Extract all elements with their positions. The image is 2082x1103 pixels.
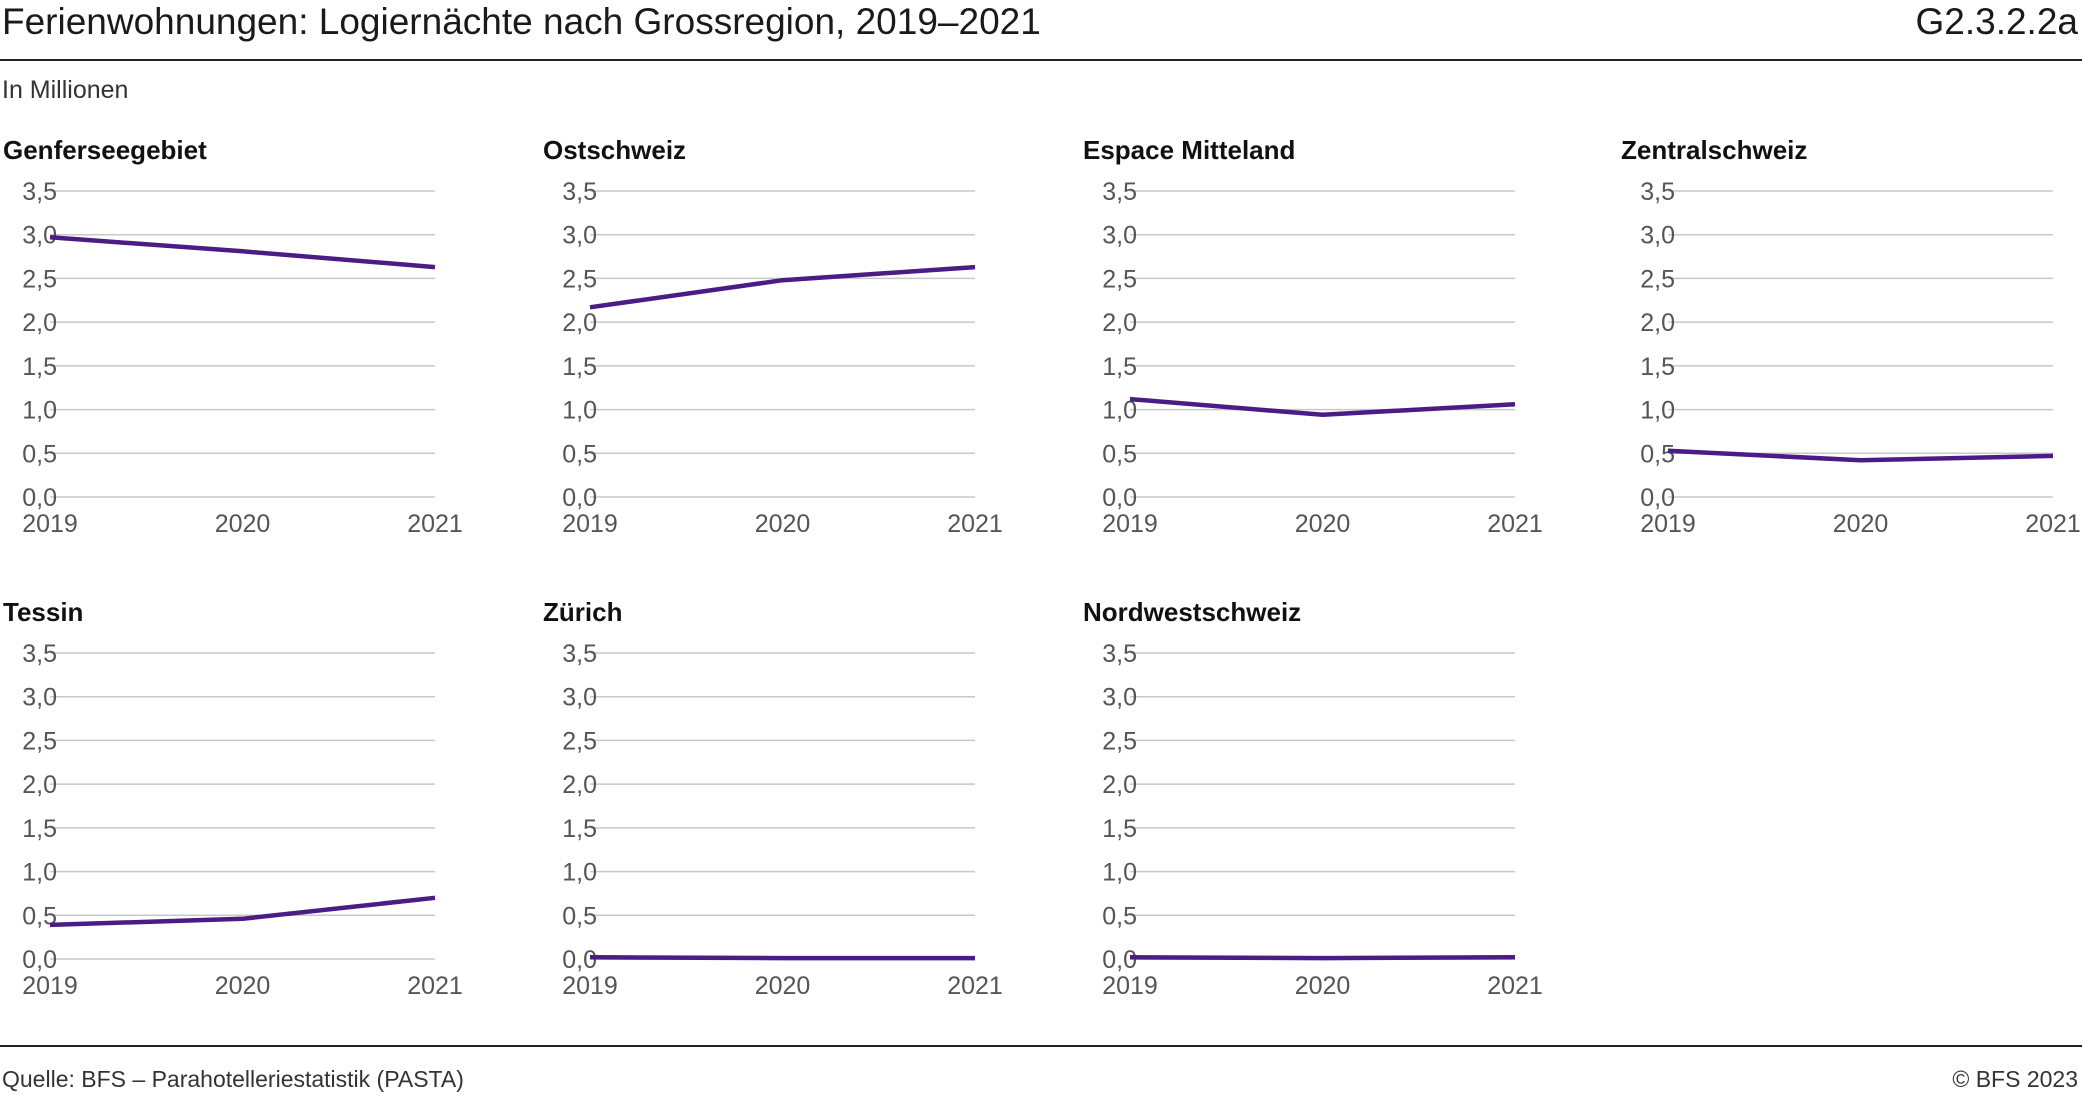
y-tick-label: 3,5 <box>562 640 597 668</box>
y-tick-label: 2,0 <box>1102 309 1137 337</box>
y-tick-label: 1,5 <box>22 353 57 381</box>
series-line <box>1129 396 1516 418</box>
y-tick-label: 1,0 <box>22 397 57 425</box>
y-tick-label: 2,0 <box>1640 309 1675 337</box>
y-tick-label: 1,0 <box>562 859 597 887</box>
y-tick-label: 2,5 <box>22 727 57 755</box>
y-tick-label: 3,0 <box>22 684 57 712</box>
x-tick-label: 2019 <box>562 510 618 538</box>
y-tick-label: 0,5 <box>562 440 597 468</box>
y-tick-label: 3,5 <box>1640 178 1675 206</box>
y-tick-label: 2,5 <box>22 265 57 293</box>
x-tick-label: 2019 <box>1102 510 1158 538</box>
x-tick-label: 2020 <box>755 972 811 1000</box>
y-tick-label: 2,0 <box>22 309 57 337</box>
y-tick-label: 3,5 <box>1102 178 1137 206</box>
y-tick-label: 3,5 <box>22 640 57 668</box>
panel-title: Espace Mitteland <box>1083 135 1295 165</box>
y-tick-label: 3,0 <box>562 222 597 250</box>
page-title: Ferienwohnungen: Logiernächte nach Gross… <box>2 1 1041 42</box>
y-tick-label: 0,5 <box>1102 902 1137 930</box>
y-tick-label: 3,0 <box>1102 684 1137 712</box>
x-tick-label: 2020 <box>1295 972 1351 1000</box>
x-tick-label: 2019 <box>562 972 618 1000</box>
panel-title: Genferseegebiet <box>3 135 207 165</box>
y-tick-label: 2,0 <box>562 309 597 337</box>
y-tick-label: 2,5 <box>562 727 597 755</box>
y-tick-label: 3,5 <box>22 178 57 206</box>
x-tick-label: 2020 <box>755 510 811 538</box>
series-line <box>1129 955 1516 961</box>
x-tick-label: 2021 <box>2025 510 2081 538</box>
y-tick-label: 0,0 <box>562 946 597 974</box>
x-tick-label: 2019 <box>1640 510 1696 538</box>
series-line <box>589 264 976 310</box>
x-tick-label: 2019 <box>1102 972 1158 1000</box>
x-tick-label: 2021 <box>1487 972 1543 1000</box>
panel-title: Zürich <box>543 597 622 627</box>
y-tick-label: 3,5 <box>562 178 597 206</box>
y-tick-label: 1,0 <box>1102 859 1137 887</box>
y-tick-label: 3,5 <box>1102 640 1137 668</box>
y-tick-label: 2,5 <box>1102 727 1137 755</box>
x-tick-label: 2020 <box>215 972 271 1000</box>
y-tick-label: 3,0 <box>1102 222 1137 250</box>
y-tick-label: 0,0 <box>1102 484 1137 512</box>
x-tick-label: 2021 <box>1487 510 1543 538</box>
y-tick-label: 1,5 <box>22 815 57 843</box>
x-tick-label: 2021 <box>407 510 463 538</box>
y-tick-label: 1,0 <box>22 859 57 887</box>
y-tick-label: 1,0 <box>562 397 597 425</box>
y-tick-label: 0,5 <box>1640 440 1675 468</box>
panel-title: Zentralschweiz <box>1621 135 1807 165</box>
series-line <box>49 235 436 270</box>
y-tick-label: 1,0 <box>1640 397 1675 425</box>
source-note: Quelle: BFS – Parahotelleriestatistik (P… <box>2 1066 464 1092</box>
bottom-rule <box>0 1045 2082 1047</box>
x-tick-label: 2019 <box>22 972 78 1000</box>
y-tick-label: 2,0 <box>1102 771 1137 799</box>
y-tick-label: 1,5 <box>1102 353 1137 381</box>
y-tick-label: 0,5 <box>1102 440 1137 468</box>
y-tick-label: 0,0 <box>1102 946 1137 974</box>
y-tick-label: 1,5 <box>562 815 597 843</box>
x-tick-label: 2021 <box>407 972 463 1000</box>
y-tick-label: 0,5 <box>562 902 597 930</box>
x-tick-label: 2019 <box>22 510 78 538</box>
y-tick-label: 2,5 <box>1102 265 1137 293</box>
series-line <box>589 955 975 961</box>
y-tick-label: 1,5 <box>1102 815 1137 843</box>
y-tick-label: 0,0 <box>1640 484 1675 512</box>
y-tick-label: 0,0 <box>22 946 57 974</box>
panel-title: Tessin <box>3 597 83 627</box>
series-line <box>1667 448 2054 463</box>
y-tick-label: 3,0 <box>1640 222 1675 250</box>
y-tick-label: 1,5 <box>1640 353 1675 381</box>
x-tick-label: 2020 <box>215 510 271 538</box>
y-tick-label: 0,0 <box>22 484 57 512</box>
y-tick-label: 3,0 <box>562 684 597 712</box>
y-tick-label: 1,5 <box>562 353 597 381</box>
x-tick-label: 2020 <box>1833 510 1889 538</box>
y-tick-label: 2,0 <box>562 771 597 799</box>
y-tick-label: 2,5 <box>1640 265 1675 293</box>
panel-title: Ostschweiz <box>543 135 686 165</box>
chart-code: G2.3.2.2a <box>1915 1 2078 42</box>
y-tick-label: 0,5 <box>22 440 57 468</box>
top-rule <box>0 59 2082 61</box>
series-line <box>49 895 436 928</box>
copyright-note: © BFS 2023 <box>1952 1066 2078 1092</box>
x-tick-label: 2021 <box>947 972 1003 1000</box>
y-tick-label: 0,0 <box>562 484 597 512</box>
panel-title: Nordwestschweiz <box>1083 597 1301 627</box>
x-tick-label: 2020 <box>1295 510 1351 538</box>
y-tick-label: 2,5 <box>562 265 597 293</box>
x-tick-label: 2021 <box>947 510 1003 538</box>
y-tick-label: 2,0 <box>22 771 57 799</box>
unit-label: In Millionen <box>2 76 129 104</box>
